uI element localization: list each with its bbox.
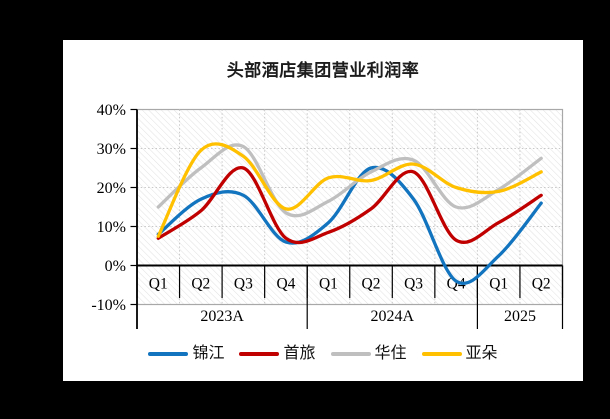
x-tick-label: Q2 bbox=[191, 276, 210, 293]
y-tick-label: 0% bbox=[105, 258, 126, 275]
legend-item-jinjiang: 锦江 bbox=[148, 345, 224, 363]
year-group-labels: 2023A 2024A 2025 bbox=[200, 308, 536, 325]
quarter-tick-separators bbox=[136, 265, 564, 298]
legend-label: 锦江 bbox=[192, 345, 225, 362]
x-tick-label: Q3 bbox=[234, 276, 253, 293]
legend-label: 华住 bbox=[374, 345, 407, 362]
year-group-label: 2025 bbox=[504, 308, 536, 325]
series-line-1-首旅 bbox=[156, 166, 543, 245]
y-axis-labels: 40% 30% 20% 10% 0% -10% bbox=[91, 102, 126, 314]
y-axis-ticks bbox=[130, 108, 137, 306]
legend-swatch-jinjiang-line-icon bbox=[148, 352, 189, 356]
legend-label: 首旅 bbox=[283, 345, 316, 362]
legend-swatch-shoulv-line-icon bbox=[239, 352, 280, 356]
y-tick-label: 30% bbox=[97, 141, 126, 158]
series-lines bbox=[156, 142, 543, 285]
legend-swatch-yaduo-line-icon bbox=[421, 352, 462, 356]
x-tick-label: Q4 bbox=[276, 276, 295, 293]
x-tick-label: Q2 bbox=[362, 276, 381, 293]
h-gridlines bbox=[137, 148, 563, 227]
legend-item-yaduo: 亚朵 bbox=[421, 345, 498, 363]
legend-label: 亚朵 bbox=[465, 345, 498, 362]
series-line-2-华住 bbox=[156, 143, 543, 218]
x-tick-label: Q2 bbox=[532, 276, 551, 293]
x-tick-label: Q1 bbox=[489, 276, 508, 293]
chart-title: 头部酒店集团营业利润率 bbox=[226, 61, 420, 80]
y-tick-label: 10% bbox=[97, 219, 126, 236]
series-line-3-亚朵 bbox=[156, 142, 543, 238]
y-tick-label: 20% bbox=[97, 180, 126, 197]
quarter-labels: Q1 Q2 Q3 Q4 Q1 Q2 Q3 Q4 Q1 Q2 bbox=[149, 276, 551, 293]
legend: 锦江 首旅 华住 亚朵 bbox=[63, 345, 583, 363]
y-tick-label: -10% bbox=[91, 297, 126, 314]
legend-swatch-huazhu-line-icon bbox=[330, 352, 371, 356]
x-tick-label: Q1 bbox=[149, 276, 168, 293]
legend-item-huazhu: 华住 bbox=[330, 345, 407, 363]
year-group-label: 2024A bbox=[371, 308, 415, 325]
legend-item-shoulv: 首旅 bbox=[239, 345, 316, 363]
y-tick-label: 40% bbox=[97, 102, 126, 119]
x-tick-label: Q3 bbox=[404, 276, 423, 293]
x-tick-label: Q1 bbox=[319, 276, 338, 293]
year-group-label: 2023A bbox=[200, 308, 244, 325]
x-tick-label: Q4 bbox=[447, 276, 466, 293]
